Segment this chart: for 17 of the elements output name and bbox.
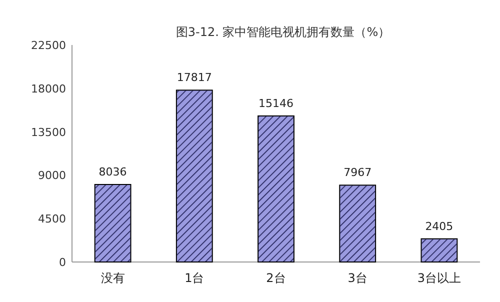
y-tick-label: 13500	[31, 126, 66, 139]
data-label: 2405	[425, 220, 454, 233]
x-tick-label: 3台	[348, 271, 368, 285]
chart-title: 图3-12. 家中智能电视机拥有数量（%）	[176, 25, 390, 39]
x-tick-label: 2台	[266, 271, 286, 285]
data-label: 7967	[344, 166, 372, 180]
y-tick-label: 0	[59, 256, 66, 269]
y-tick-label: 4500	[38, 212, 66, 226]
data-label: 15146	[258, 96, 294, 110]
x-tick-label: 没有	[100, 271, 125, 285]
y-tick-label: 9000	[38, 169, 66, 182]
data-label: 17817	[176, 71, 212, 84]
y-tick-label: 22500	[31, 39, 66, 52]
x-tick-label: 1台	[184, 271, 204, 285]
x-tick-label: 3台以上	[417, 271, 462, 285]
data-label: 8036	[98, 165, 127, 178]
y-tick-label: 18000	[31, 82, 66, 96]
